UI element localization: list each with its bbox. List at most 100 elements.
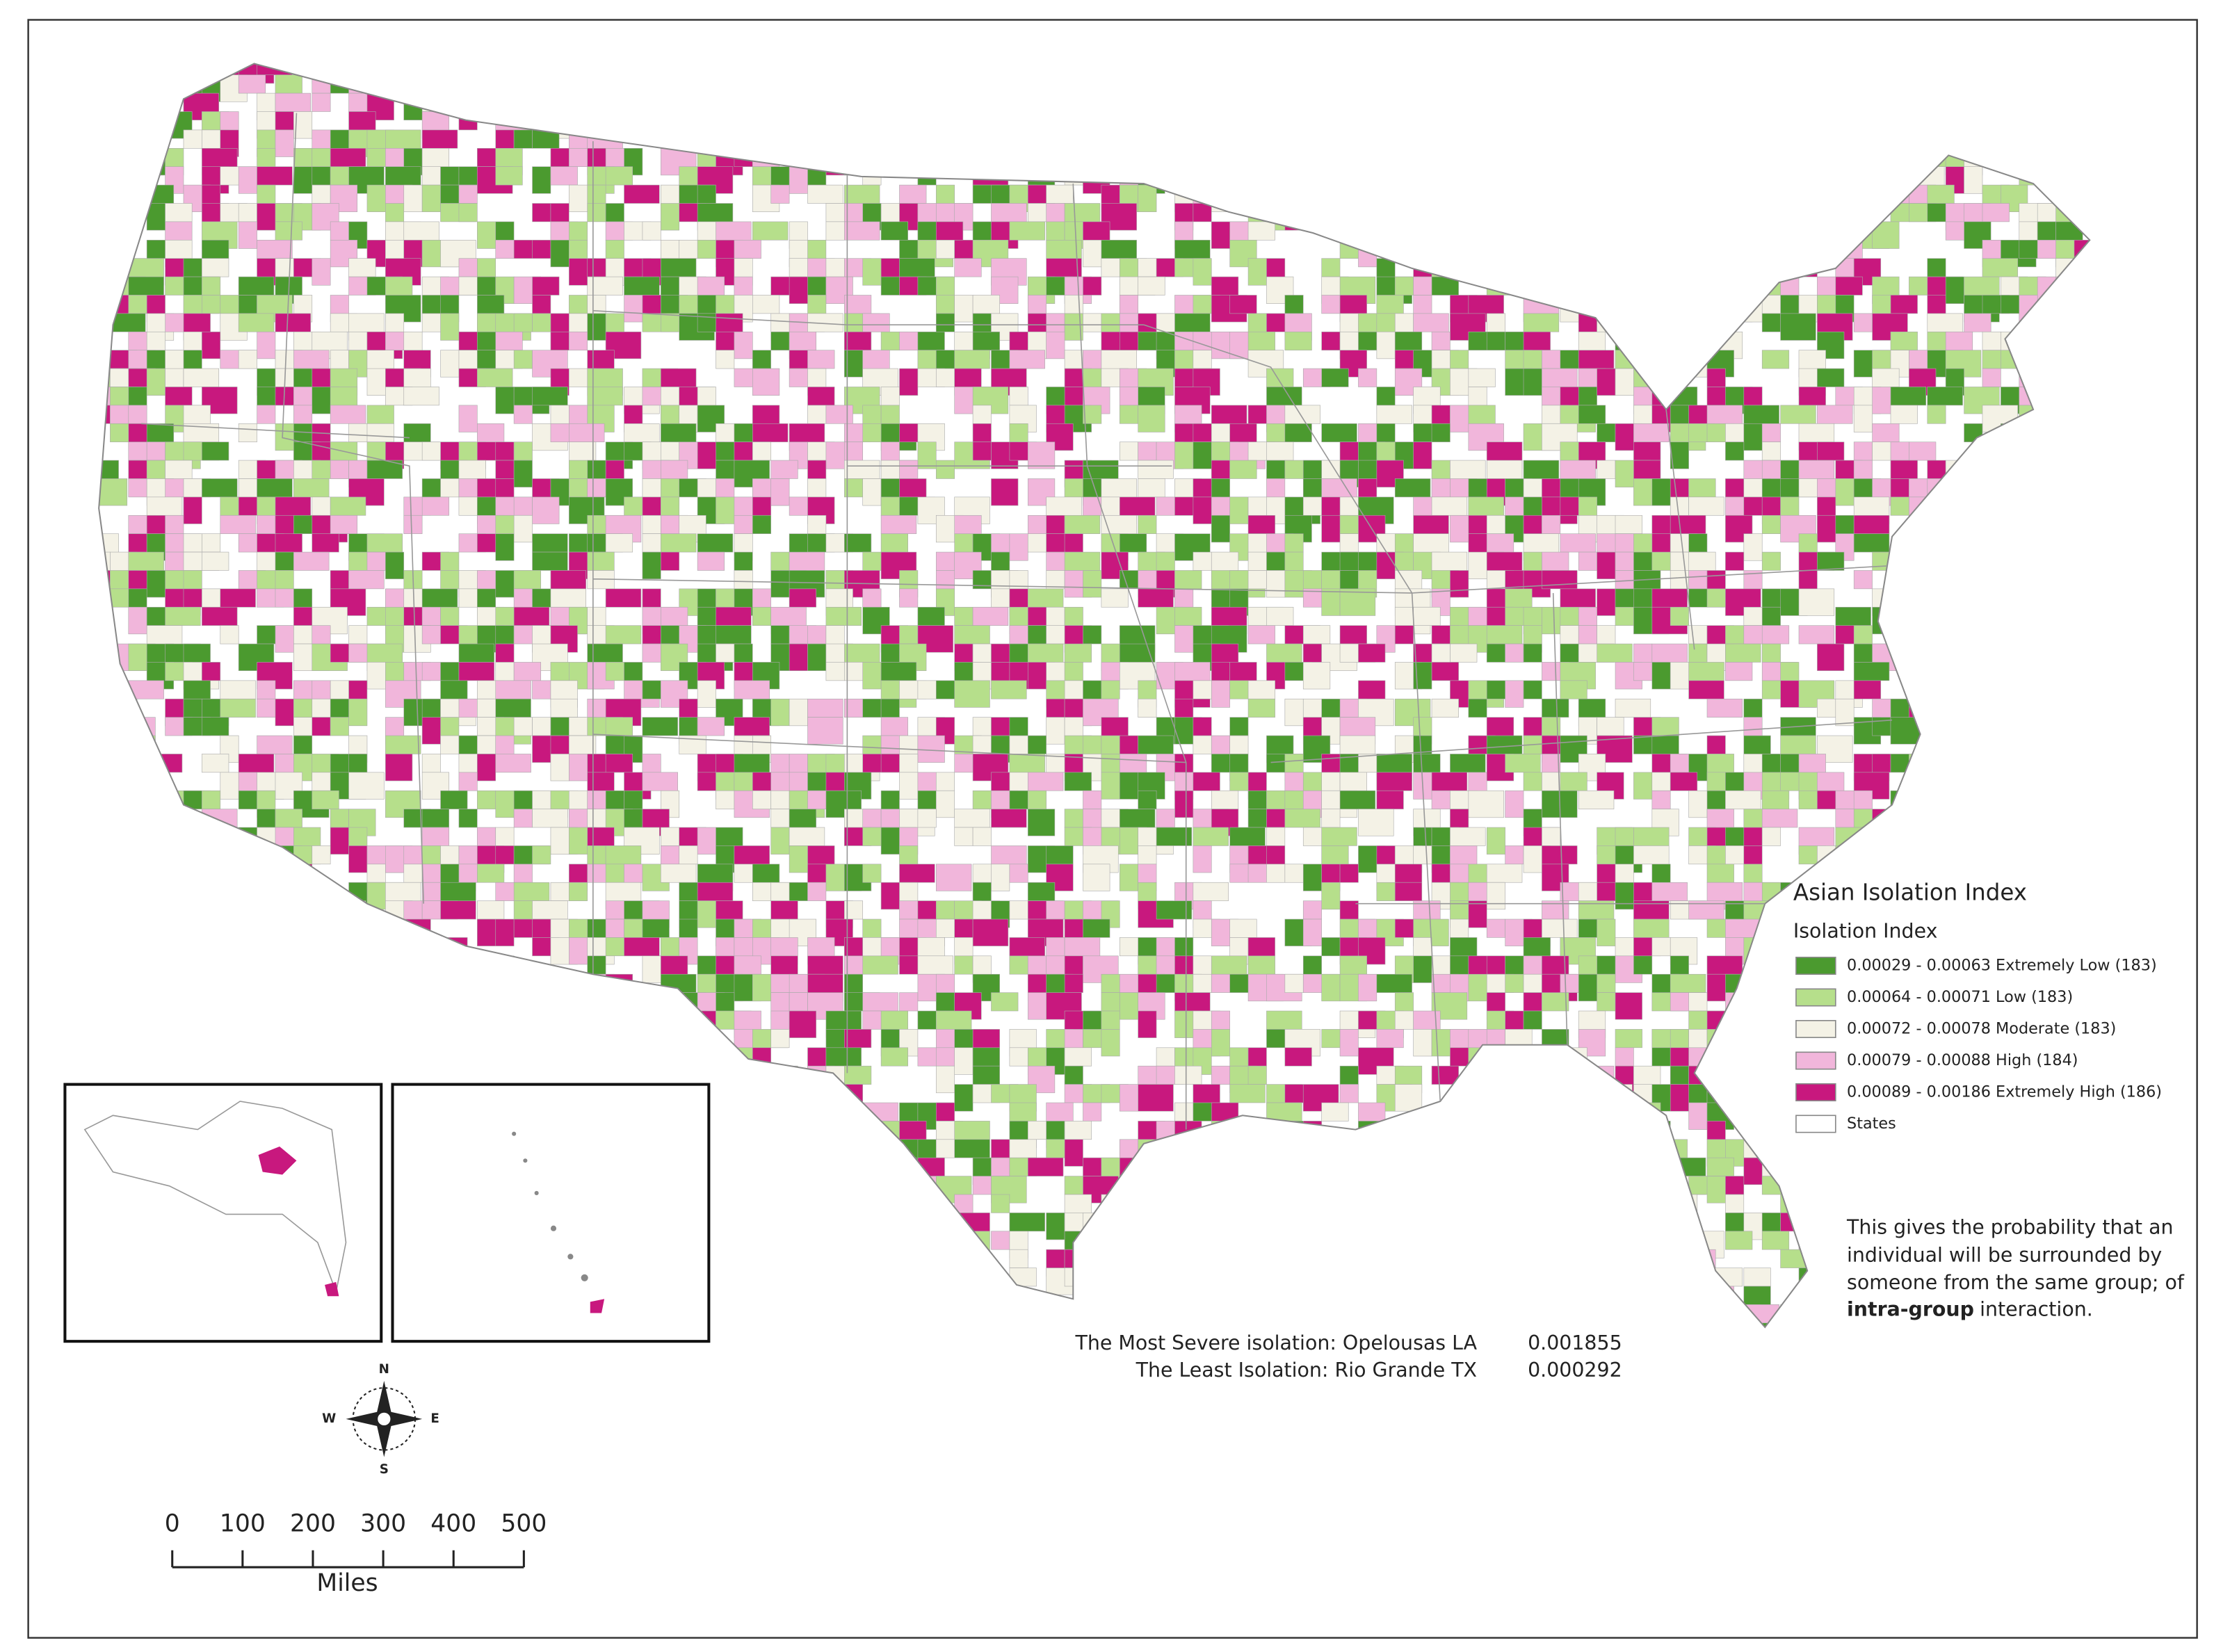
county xyxy=(1505,845,1524,865)
county xyxy=(844,1231,864,1250)
county xyxy=(1321,882,1341,910)
county xyxy=(1376,1194,1396,1213)
county xyxy=(532,809,568,828)
county xyxy=(789,1176,816,1204)
county xyxy=(1743,1268,1771,1287)
county xyxy=(935,295,955,314)
county xyxy=(972,918,1009,946)
county xyxy=(807,717,843,745)
county xyxy=(202,1047,238,1067)
county xyxy=(1945,809,1982,836)
county xyxy=(825,405,853,424)
county xyxy=(1542,570,1578,590)
county xyxy=(1798,221,1826,249)
county xyxy=(1597,239,1624,268)
county xyxy=(366,74,403,94)
county xyxy=(550,754,569,782)
note-line: individual will be surrounded by xyxy=(1847,1243,2162,1266)
county xyxy=(862,588,882,608)
county xyxy=(1890,570,1927,590)
county xyxy=(2019,1176,2055,1204)
county xyxy=(697,680,716,708)
county xyxy=(697,551,725,571)
county xyxy=(1761,827,1781,846)
county xyxy=(825,1047,862,1067)
county xyxy=(1927,845,1963,873)
county xyxy=(1046,63,1082,76)
county xyxy=(330,63,349,76)
county xyxy=(1505,258,1541,286)
county xyxy=(1615,74,1642,102)
county xyxy=(1688,239,1724,268)
county xyxy=(2001,423,2037,451)
county xyxy=(1633,588,1653,608)
county xyxy=(128,809,147,836)
county xyxy=(330,900,366,920)
county xyxy=(1101,1286,1137,1305)
county xyxy=(202,63,221,84)
county xyxy=(202,809,238,828)
county xyxy=(1835,845,1863,873)
county xyxy=(1174,1065,1202,1085)
county xyxy=(1505,74,1541,94)
county xyxy=(1046,258,1082,277)
county xyxy=(1945,1176,1964,1195)
county xyxy=(1450,221,1469,249)
county xyxy=(1633,63,1661,84)
county xyxy=(661,533,697,553)
county xyxy=(1835,184,1855,212)
county xyxy=(2074,129,2090,157)
county xyxy=(752,221,789,241)
county xyxy=(1651,221,1679,241)
county xyxy=(458,276,478,295)
county xyxy=(366,1010,386,1038)
county xyxy=(421,625,441,645)
county xyxy=(2001,698,2028,718)
county xyxy=(1633,1213,1661,1232)
county xyxy=(513,313,533,332)
county xyxy=(734,1084,770,1103)
county xyxy=(1302,1286,1322,1305)
county xyxy=(1156,1157,1183,1185)
county xyxy=(495,1029,515,1057)
county xyxy=(1138,63,1174,84)
county xyxy=(679,92,698,120)
county xyxy=(1266,551,1286,571)
county xyxy=(1486,1231,1514,1250)
county xyxy=(1688,570,1708,590)
county xyxy=(1542,221,1578,241)
county xyxy=(1523,1065,1551,1085)
county xyxy=(183,827,211,855)
county xyxy=(1302,1157,1331,1176)
county xyxy=(1743,387,1763,406)
county xyxy=(1927,1157,1946,1176)
county xyxy=(734,515,753,534)
county xyxy=(1651,882,1688,901)
county xyxy=(2001,111,2020,131)
county xyxy=(1725,258,1753,277)
county xyxy=(807,882,827,901)
county xyxy=(1725,1047,1753,1067)
county xyxy=(1193,111,1229,131)
county xyxy=(789,588,816,608)
county xyxy=(1431,698,1459,718)
county xyxy=(366,918,386,946)
county xyxy=(1597,74,1624,102)
county xyxy=(1229,1268,1257,1295)
county xyxy=(110,1047,129,1067)
county xyxy=(661,92,680,112)
county xyxy=(587,1065,615,1085)
county xyxy=(661,992,680,1012)
county xyxy=(935,63,972,84)
county xyxy=(991,1157,1010,1176)
county xyxy=(257,148,276,168)
county xyxy=(935,313,955,332)
county xyxy=(1670,74,1706,102)
county xyxy=(1909,442,1937,461)
county xyxy=(1688,313,1716,332)
county xyxy=(128,478,147,498)
county xyxy=(1009,864,1028,883)
county xyxy=(1743,148,1779,176)
county xyxy=(1725,918,1761,938)
county xyxy=(752,1139,780,1167)
